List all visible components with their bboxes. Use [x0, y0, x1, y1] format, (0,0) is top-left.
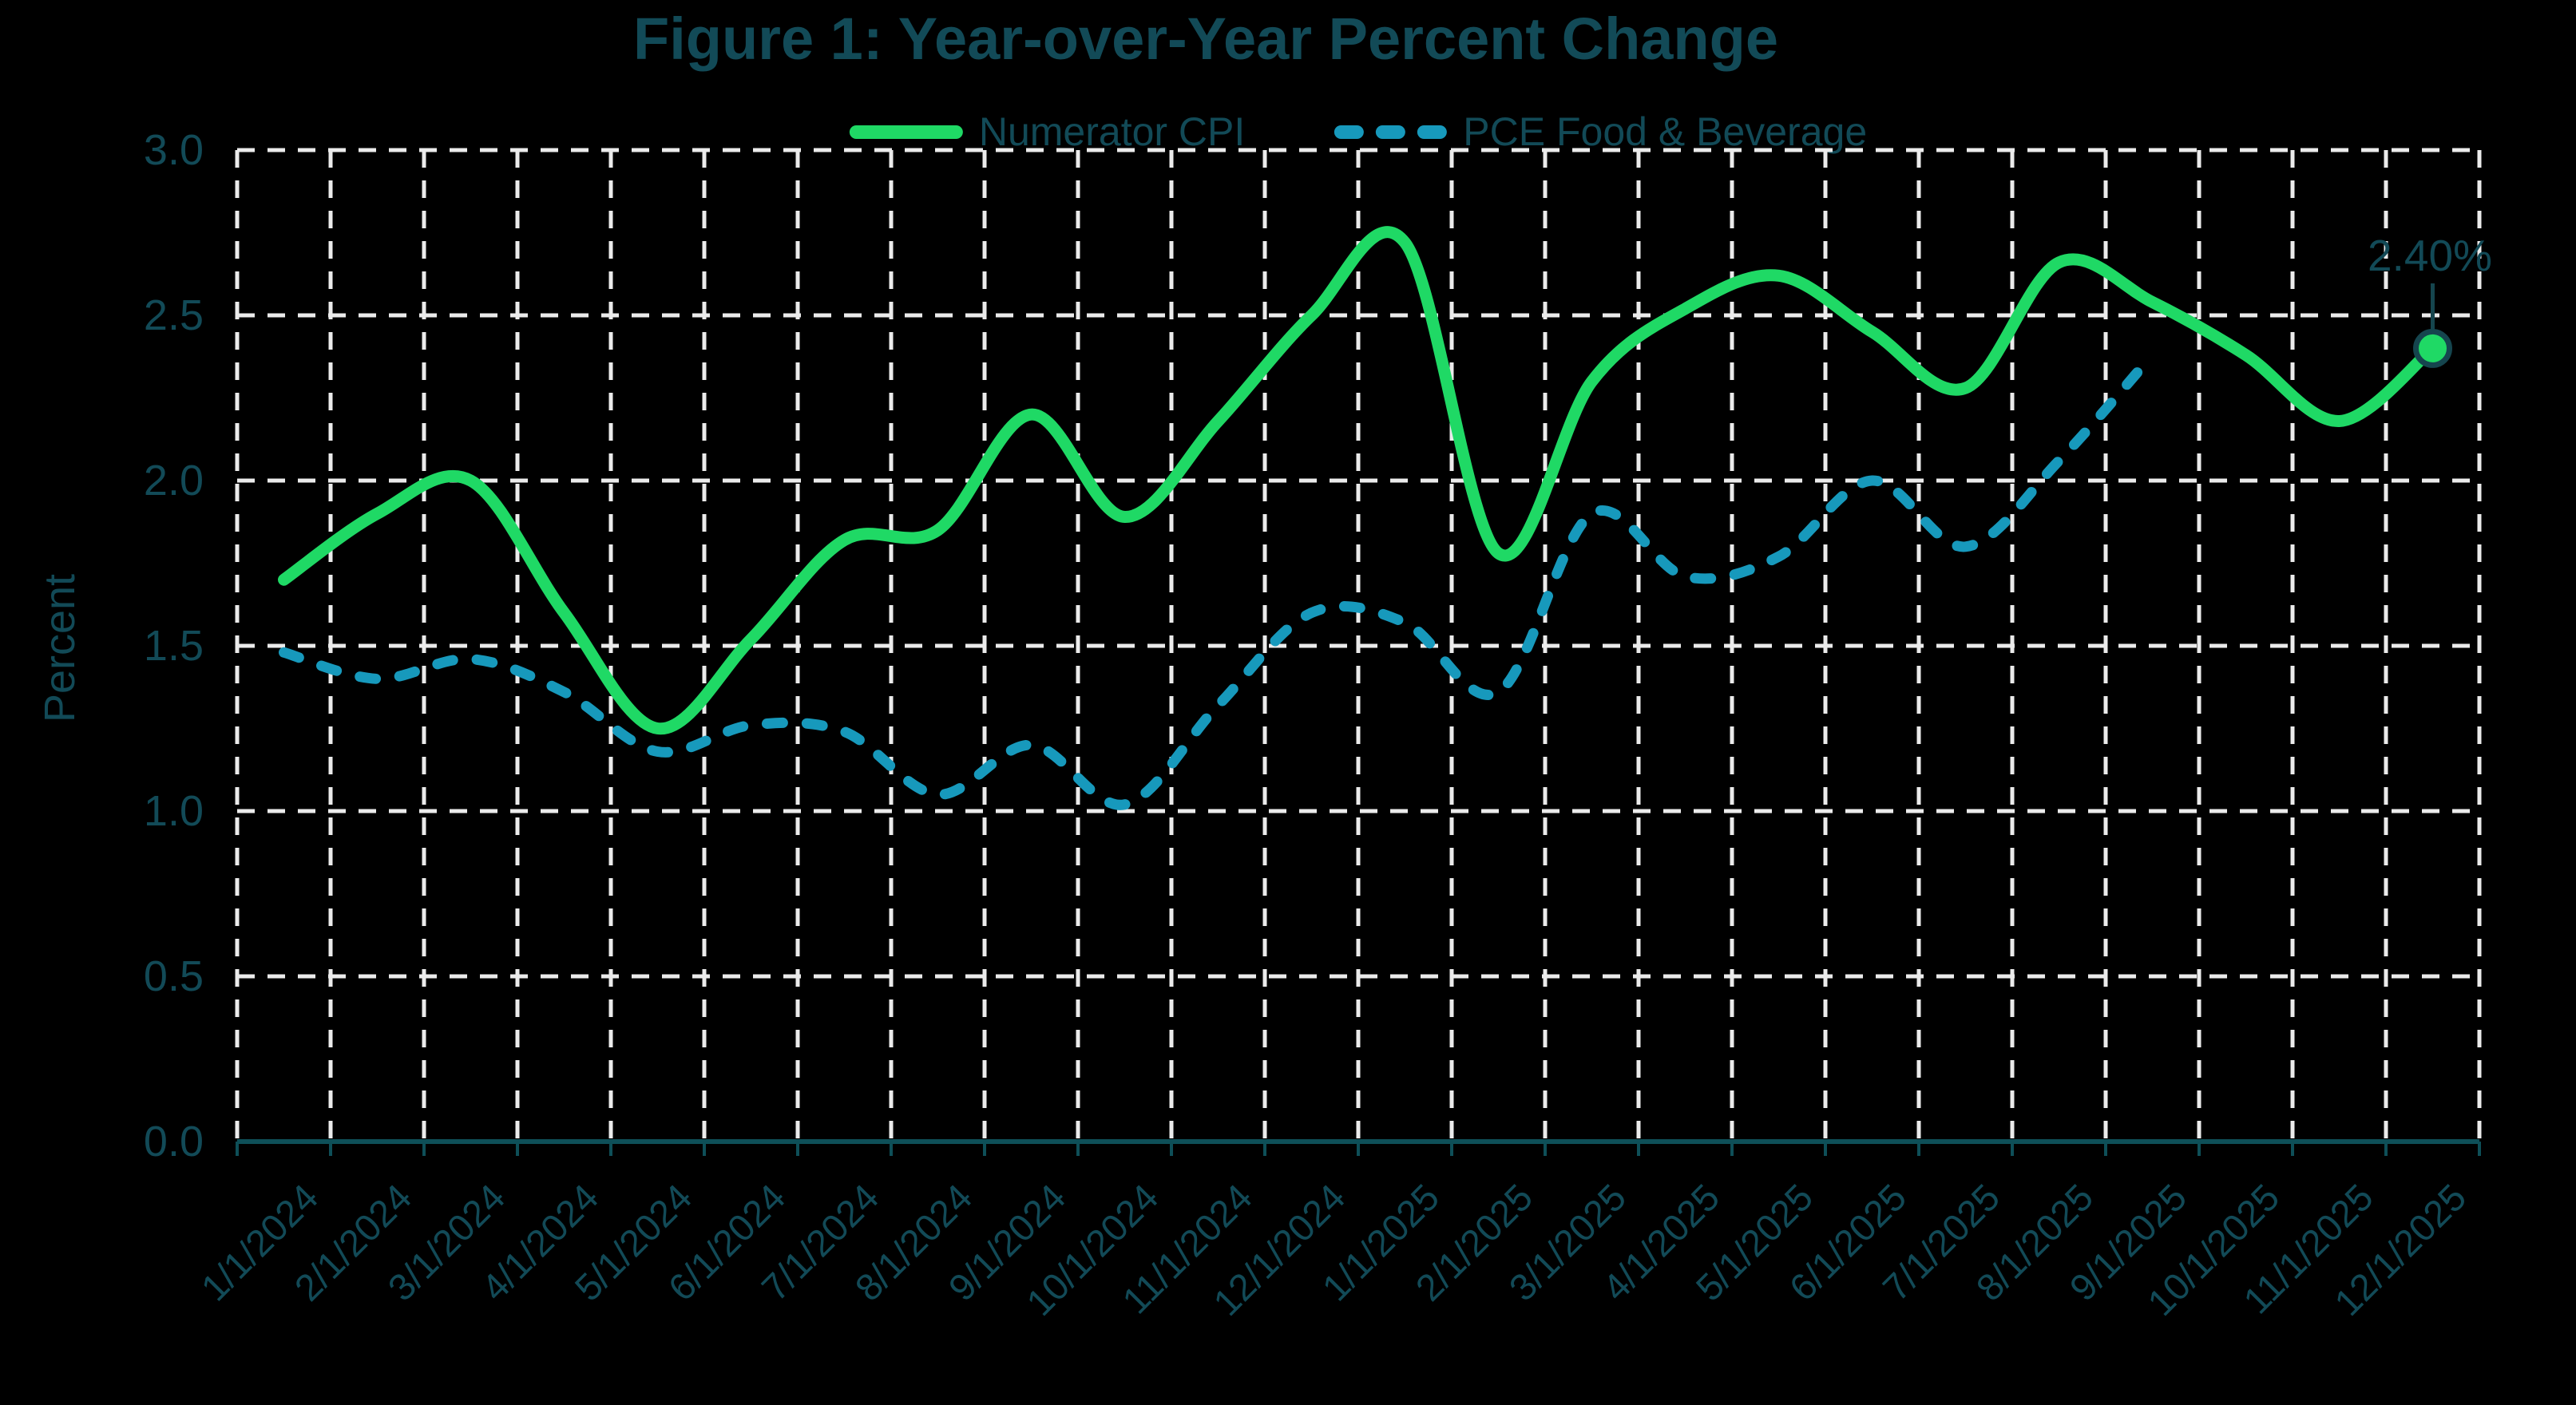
y-tick-label: 0.0	[143, 1118, 204, 1166]
y-tick-label: 3.0	[143, 126, 204, 174]
legend-swatch-solid-green-icon	[849, 125, 963, 139]
legend: Numerator CPI PCE Food & Beverage	[849, 109, 1867, 155]
legend-item-numerator-cpi: Numerator CPI	[849, 109, 1246, 155]
y-tick-label: 1.0	[143, 787, 204, 835]
endpoint-annotation: 2.40%	[2368, 231, 2492, 280]
series-line-pce-food-beverage	[279, 350, 2158, 810]
legend-label-numerator-cpi: Numerator CPI	[978, 109, 1246, 154]
y-tick-label: 0.5	[143, 952, 204, 1000]
chart-title: Figure 1: Year-over-Year Percent Change	[632, 6, 1779, 72]
legend-swatch-dashed-teal-icon	[1334, 125, 1448, 139]
y-tick-label: 2.5	[143, 291, 204, 339]
y-tick-label: 2.0	[143, 457, 204, 505]
series-line-numerator-cpi	[278, 226, 2439, 735]
endpoint-marker	[2413, 328, 2452, 368]
y-tick-label: 1.5	[143, 622, 204, 670]
legend-label-pce-food-beverage: PCE Food & Beverage	[1463, 109, 1868, 154]
legend-item-pce-food-beverage: PCE Food & Beverage	[1334, 109, 1867, 155]
